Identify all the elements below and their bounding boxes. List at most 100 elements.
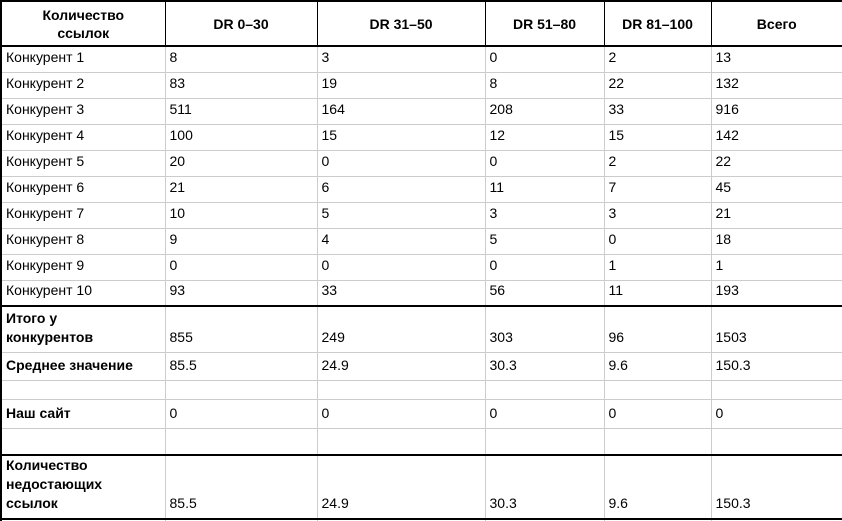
cell-r1-c4[interactable]: 22: [604, 72, 712, 99]
cell-r14-c2[interactable]: [317, 428, 486, 456]
cell-r4-c5[interactable]: 22: [711, 150, 842, 177]
cell-r2-c2[interactable]: 164: [317, 98, 486, 125]
cell-r12-c1[interactable]: [165, 380, 318, 400]
cell-r5-c4[interactable]: 7: [604, 176, 712, 203]
row-label[interactable]: Среднее значение: [1, 352, 166, 381]
cell-r7-c2[interactable]: 4: [317, 228, 486, 255]
cell-r15-c3[interactable]: 30.3: [485, 454, 605, 520]
cell-r1-c3[interactable]: 8: [485, 72, 605, 99]
cell-r9-c2[interactable]: 33: [317, 280, 486, 307]
cell-r13-c2[interactable]: 0: [317, 399, 486, 429]
cell-r7-c5[interactable]: 18: [711, 228, 842, 255]
cell-r15-c5[interactable]: 150.3: [711, 454, 842, 520]
cell-r13-c5[interactable]: 0: [711, 399, 842, 429]
cell-r0-c4[interactable]: 2: [604, 46, 712, 73]
row-label[interactable]: Конкурент 1: [1, 46, 166, 73]
cell-r11-c2[interactable]: 24.9: [317, 352, 486, 381]
cell-r11-c4[interactable]: 9.6: [604, 352, 712, 381]
cell-r13-c1[interactable]: 0: [165, 399, 318, 429]
cell-r2-c5[interactable]: 916: [711, 98, 842, 125]
cell-r6-c1[interactable]: 10: [165, 202, 318, 229]
cell-r16-c2[interactable]: [317, 518, 486, 521]
cell-r4-c4[interactable]: 2: [604, 150, 712, 177]
row-label[interactable]: Конкурент 3: [1, 98, 166, 125]
cell-r6-c5[interactable]: 21: [711, 202, 842, 229]
cell-r14-c3[interactable]: [485, 428, 605, 456]
cell-r15-c4[interactable]: 9.6: [604, 454, 712, 520]
cell-r4-c1[interactable]: 20: [165, 150, 318, 177]
cell-r3-c1[interactable]: 100: [165, 124, 318, 151]
cell-r5-c1[interactable]: 21: [165, 176, 318, 203]
cell-r2-c1[interactable]: 511: [165, 98, 318, 125]
row-label[interactable]: Конкурент 10: [1, 280, 166, 307]
cell-r10-c4[interactable]: 96: [604, 305, 712, 353]
cell-r16-c3[interactable]: [485, 518, 605, 521]
header-cell-col-3[interactable]: DR 51–80: [485, 1, 605, 47]
cell-r9-c5[interactable]: 193: [711, 280, 842, 307]
cell-r13-c3[interactable]: 0: [485, 399, 605, 429]
cell-r0-c1[interactable]: 8: [165, 46, 318, 73]
cell-r0-c2[interactable]: 3: [317, 46, 486, 73]
cell-r1-c1[interactable]: 83: [165, 72, 318, 99]
cell-r14-c4[interactable]: [604, 428, 712, 456]
cell-r13-c4[interactable]: 0: [604, 399, 712, 429]
row-label[interactable]: [1, 518, 166, 521]
row-label[interactable]: Конкурент 6: [1, 176, 166, 203]
cell-r7-c1[interactable]: 9: [165, 228, 318, 255]
cell-r10-c5[interactable]: 1503: [711, 305, 842, 353]
cell-r15-c1[interactable]: 85.5: [165, 454, 318, 520]
cell-r12-c3[interactable]: [485, 380, 605, 400]
cell-r0-c3[interactable]: 0: [485, 46, 605, 73]
cell-r0-c5[interactable]: 13: [711, 46, 842, 73]
cell-r11-c1[interactable]: 85.5: [165, 352, 318, 381]
cell-r5-c2[interactable]: 6: [317, 176, 486, 203]
cell-r8-c1[interactable]: 0: [165, 254, 318, 281]
row-label[interactable]: Конкурент 5: [1, 150, 166, 177]
header-cell-col-1[interactable]: DR 0–30: [165, 1, 318, 47]
cell-r3-c3[interactable]: 12: [485, 124, 605, 151]
cell-r7-c4[interactable]: 0: [604, 228, 712, 255]
cell-r11-c3[interactable]: 30.3: [485, 352, 605, 381]
cell-r4-c2[interactable]: 0: [317, 150, 486, 177]
cell-r1-c2[interactable]: 19: [317, 72, 486, 99]
cell-r1-c5[interactable]: 132: [711, 72, 842, 99]
cell-r2-c4[interactable]: 33: [604, 98, 712, 125]
cell-r10-c2[interactable]: 249: [317, 305, 486, 353]
row-label[interactable]: Наш сайт: [1, 399, 166, 429]
cell-r7-c3[interactable]: 5: [485, 228, 605, 255]
cell-r3-c5[interactable]: 142: [711, 124, 842, 151]
row-label[interactable]: Конкурент 7: [1, 202, 166, 229]
header-cell-col-4[interactable]: DR 81–100: [604, 1, 712, 47]
row-label[interactable]: Итого у конкурентов: [1, 305, 166, 353]
cell-r16-c1[interactable]: [165, 518, 318, 521]
cell-r9-c1[interactable]: 93: [165, 280, 318, 307]
header-cell-col-2[interactable]: DR 31–50: [317, 1, 486, 47]
cell-r15-c2[interactable]: 24.9: [317, 454, 486, 520]
cell-r16-c4[interactable]: [604, 518, 712, 521]
cell-r6-c2[interactable]: 5: [317, 202, 486, 229]
cell-r4-c3[interactable]: 0: [485, 150, 605, 177]
row-label[interactable]: [1, 380, 166, 400]
cell-r8-c5[interactable]: 1: [711, 254, 842, 281]
cell-r3-c2[interactable]: 15: [317, 124, 486, 151]
cell-r16-c5[interactable]: [711, 518, 842, 521]
cell-r6-c3[interactable]: 3: [485, 202, 605, 229]
row-label[interactable]: Конкурент 4: [1, 124, 166, 151]
row-label[interactable]: Конкурент 9: [1, 254, 166, 281]
cell-r5-c5[interactable]: 45: [711, 176, 842, 203]
cell-r12-c5[interactable]: [711, 380, 842, 400]
cell-r2-c3[interactable]: 208: [485, 98, 605, 125]
cell-r14-c1[interactable]: [165, 428, 318, 456]
cell-r8-c3[interactable]: 0: [485, 254, 605, 281]
cell-r5-c3[interactable]: 11: [485, 176, 605, 203]
cell-r10-c3[interactable]: 303: [485, 305, 605, 353]
cell-r9-c3[interactable]: 56: [485, 280, 605, 307]
cell-r3-c4[interactable]: 15: [604, 124, 712, 151]
cell-r12-c2[interactable]: [317, 380, 486, 400]
cell-r10-c1[interactable]: 855: [165, 305, 318, 353]
cell-r6-c4[interactable]: 3: [604, 202, 712, 229]
cell-r8-c2[interactable]: 0: [317, 254, 486, 281]
row-label[interactable]: [1, 428, 166, 456]
header-cell-col-5[interactable]: Всего: [711, 1, 842, 47]
cell-r9-c4[interactable]: 11: [604, 280, 712, 307]
